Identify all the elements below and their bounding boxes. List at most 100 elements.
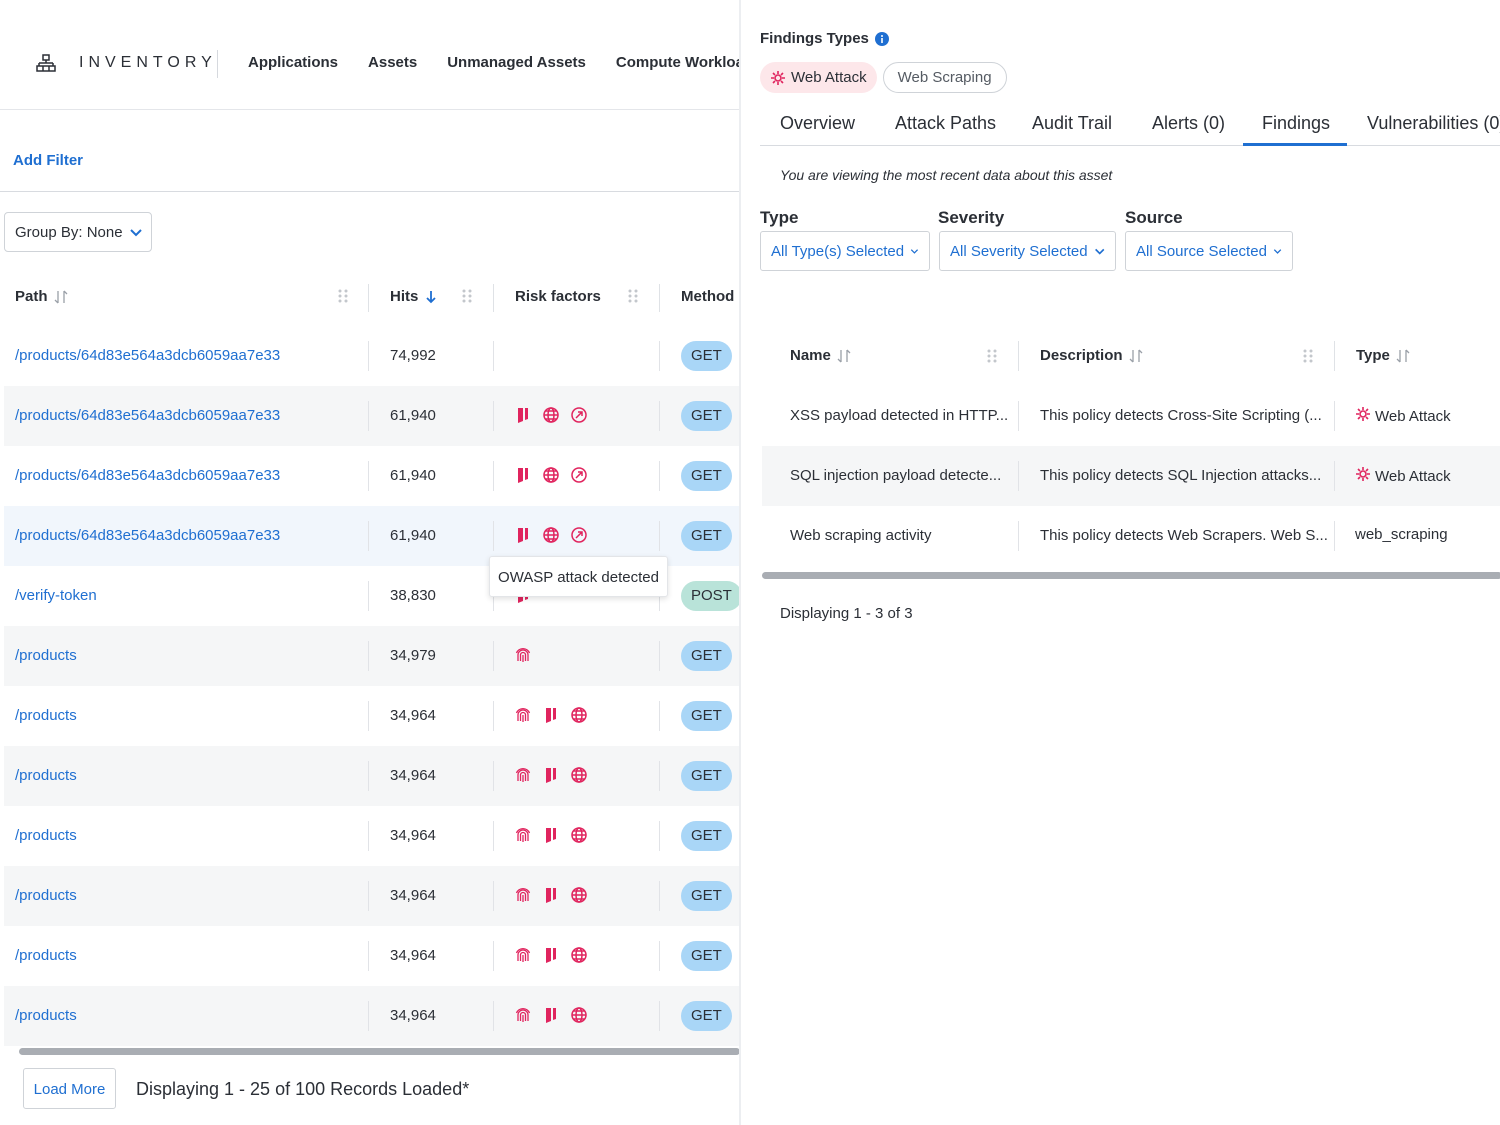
- horizontal-scrollbar[interactable]: [19, 1048, 740, 1055]
- table-row[interactable]: /products 34,964 GET: [4, 686, 740, 746]
- owasp-icon[interactable]: [514, 526, 532, 544]
- table-row[interactable]: /products/64d83e564a3dcb6059aa7e33 61,940…: [4, 506, 740, 566]
- owasp-icon[interactable]: [514, 466, 532, 484]
- sort-icon[interactable]: [837, 348, 851, 364]
- nav-link-unmanaged-assets[interactable]: Unmanaged Assets: [447, 54, 586, 71]
- endpoint-path-link[interactable]: /products: [15, 947, 77, 964]
- owasp-icon[interactable]: [542, 826, 560, 844]
- column-header-path[interactable]: Path: [15, 288, 68, 305]
- sort-icon[interactable]: [1129, 348, 1143, 364]
- globe-icon[interactable]: [542, 406, 560, 424]
- drag-handle-icon[interactable]: [1303, 348, 1313, 364]
- sort-desc-icon[interactable]: [424, 289, 438, 305]
- finding-row[interactable]: XSS payload detected in HTTP... This poli…: [762, 386, 1500, 446]
- globe-icon[interactable]: [570, 1006, 588, 1024]
- table-row[interactable]: /verify-token 38,830 POST: [4, 566, 740, 626]
- owasp-icon[interactable]: [542, 886, 560, 904]
- table-row[interactable]: /products 34,964 GET: [4, 926, 740, 986]
- table-row[interactable]: /products/64d83e564a3dcb6059aa7e33 74,992…: [4, 326, 740, 386]
- table-row[interactable]: /products/64d83e564a3dcb6059aa7e33 61,940…: [4, 446, 740, 506]
- filter-severity-select[interactable]: All Severity Selected: [939, 231, 1116, 271]
- group-by-select[interactable]: Group By: None: [4, 212, 152, 252]
- endpoint-path-link[interactable]: /products/64d83e564a3dcb6059aa7e33: [15, 407, 281, 424]
- table-row[interactable]: /products 34,964 GET: [4, 866, 740, 926]
- add-filter-button[interactable]: Add Filter: [13, 152, 83, 169]
- endpoint-path-link[interactable]: /products: [15, 1007, 77, 1024]
- endpoint-path-link[interactable]: /products: [15, 767, 77, 784]
- bot-icon[interactable]: [570, 406, 588, 424]
- sort-icon[interactable]: [1396, 348, 1410, 364]
- tab-findings[interactable]: Findings: [1262, 113, 1331, 133]
- drag-handle-icon[interactable]: [628, 288, 638, 304]
- cell-divider: [368, 701, 369, 731]
- cell-divider: [368, 1001, 369, 1031]
- table-row[interactable]: /products 34,979 GET: [4, 626, 740, 686]
- pane-divider[interactable]: [739, 0, 741, 1125]
- brand[interactable]: INVENTORY: [35, 52, 217, 74]
- endpoint-path-link[interactable]: /products: [15, 707, 77, 724]
- drag-handle-icon[interactable]: [462, 288, 472, 304]
- owasp-icon[interactable]: [542, 766, 560, 784]
- fingerprint-icon[interactable]: [514, 1006, 532, 1024]
- fingerprint-icon[interactable]: [514, 646, 532, 664]
- column-header-description[interactable]: Description: [1040, 347, 1143, 364]
- method-badge: GET: [681, 701, 732, 731]
- globe-icon[interactable]: [570, 946, 588, 964]
- endpoint-path-link[interactable]: /products/64d83e564a3dcb6059aa7e33: [15, 527, 281, 544]
- globe-icon[interactable]: [570, 766, 588, 784]
- globe-icon[interactable]: [570, 706, 588, 724]
- endpoint-path-link[interactable]: /verify-token: [15, 587, 97, 604]
- hits-value: 34,979: [390, 647, 436, 664]
- column-header-method[interactable]: Method: [681, 288, 734, 305]
- globe-icon[interactable]: [570, 826, 588, 844]
- method-badge: GET: [681, 821, 732, 851]
- fingerprint-icon[interactable]: [514, 946, 532, 964]
- column-header-type[interactable]: Type: [1356, 347, 1410, 364]
- endpoint-path-link[interactable]: /products: [15, 647, 77, 664]
- owasp-icon[interactable]: [542, 1006, 560, 1024]
- tab-audit-trail[interactable]: Audit Trail: [1032, 113, 1113, 133]
- horizontal-scrollbar[interactable]: [762, 572, 1500, 579]
- sort-icon[interactable]: [54, 289, 68, 305]
- filter-type-select[interactable]: All Type(s) Selected: [760, 231, 930, 271]
- tab-alerts[interactable]: Alerts (0): [1152, 113, 1226, 133]
- endpoint-path-link[interactable]: /products/64d83e564a3dcb6059aa7e33: [15, 347, 281, 364]
- fingerprint-icon[interactable]: [514, 766, 532, 784]
- fingerprint-icon[interactable]: [514, 886, 532, 904]
- table-row[interactable]: /products 34,964 GET: [4, 746, 740, 806]
- bot-icon[interactable]: [570, 526, 588, 544]
- chip-web-attack[interactable]: Web Attack: [760, 62, 877, 93]
- chip-web-scraping[interactable]: Web Scraping: [882, 62, 1007, 93]
- filter-source-select[interactable]: All Source Selected: [1125, 231, 1293, 271]
- owasp-icon[interactable]: [542, 946, 560, 964]
- column-header-risk-factors[interactable]: Risk factors: [515, 288, 601, 305]
- drag-handle-icon[interactable]: [987, 348, 997, 364]
- nav-link-applications[interactable]: Applications: [248, 54, 339, 71]
- owasp-icon[interactable]: [542, 706, 560, 724]
- nav-link-compute-workloads[interactable]: Compute Workloads: [615, 54, 740, 71]
- fingerprint-icon[interactable]: [514, 826, 532, 844]
- drag-handle-icon[interactable]: [338, 288, 348, 304]
- nav-link-assets[interactable]: Assets: [368, 54, 418, 71]
- load-more-button[interactable]: Load More: [23, 1068, 116, 1109]
- owasp-icon[interactable]: [514, 406, 532, 424]
- table-row[interactable]: /products 34,964 GET: [4, 806, 740, 866]
- endpoint-path-link[interactable]: /products: [15, 827, 77, 844]
- column-header-hits[interactable]: Hits: [390, 288, 438, 305]
- globe-icon[interactable]: [542, 526, 560, 544]
- info-icon[interactable]: [874, 31, 889, 46]
- endpoint-path-link[interactable]: /products: [15, 887, 77, 904]
- finding-row[interactable]: Web scraping activity This policy detects…: [762, 506, 1500, 566]
- finding-row[interactable]: SQL injection payload detecte... This pol…: [762, 446, 1500, 506]
- tab-overview[interactable]: Overview: [780, 113, 856, 133]
- endpoint-path-link[interactable]: /products/64d83e564a3dcb6059aa7e33: [15, 467, 281, 484]
- table-row[interactable]: /products 34,964 GET: [4, 986, 740, 1046]
- bot-icon[interactable]: [570, 466, 588, 484]
- globe-icon[interactable]: [542, 466, 560, 484]
- column-header-name[interactable]: Name: [790, 347, 851, 364]
- globe-icon[interactable]: [570, 886, 588, 904]
- tab-vulnerabilities[interactable]: Vulnerabilities (0): [1367, 113, 1500, 133]
- tab-attack-paths[interactable]: Attack Paths: [895, 113, 997, 133]
- fingerprint-icon[interactable]: [514, 706, 532, 724]
- table-row[interactable]: /products/64d83e564a3dcb6059aa7e33 61,940…: [4, 386, 740, 446]
